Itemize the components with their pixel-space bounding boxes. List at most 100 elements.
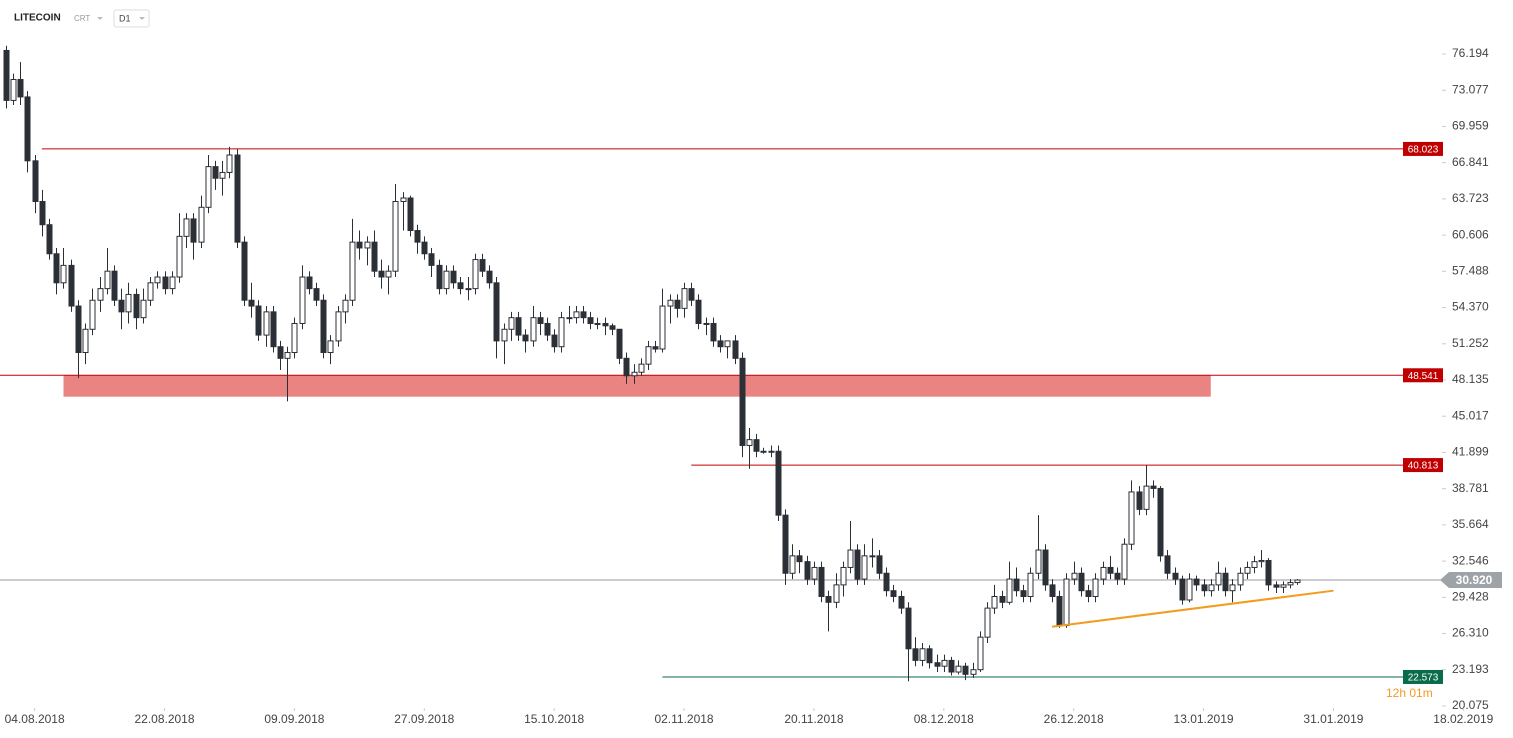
candle-body	[407, 197, 414, 232]
candle-body	[118, 299, 125, 313]
candle-body	[1273, 584, 1280, 588]
timeframe-box[interactable]	[113, 9, 150, 28]
candle-body	[205, 166, 212, 208]
candle-body	[760, 450, 767, 453]
candle-body	[1294, 579, 1301, 584]
candle-body	[133, 293, 140, 319]
candle-body	[248, 299, 255, 307]
candle-body	[1035, 549, 1042, 574]
x-tick-label: 26.12.2018	[1044, 712, 1104, 726]
candle-body	[782, 514, 789, 574]
current-price-box	[1440, 572, 1502, 589]
candle-body	[10, 78, 17, 101]
y-tick-label: 48.135	[1452, 372, 1489, 386]
x-tick-label: 08.12.2018	[914, 712, 974, 726]
candle-body	[1027, 572, 1034, 597]
candle-body	[602, 322, 609, 327]
candle-body	[991, 595, 998, 609]
candle-body	[912, 648, 919, 661]
y-tick-label: 38.781	[1452, 481, 1489, 495]
candle-body	[573, 311, 580, 319]
candle-body	[385, 270, 392, 278]
x-tick-label: 27.09.2018	[394, 712, 454, 726]
candle-body	[638, 363, 645, 373]
candle-body	[428, 253, 435, 266]
candle-body	[710, 322, 717, 342]
candle-body	[717, 340, 724, 348]
candle-body	[825, 595, 832, 603]
candle-body	[789, 555, 796, 574]
candle-body	[1128, 491, 1135, 545]
candle-body	[1056, 595, 1063, 627]
candle-body	[659, 305, 666, 350]
candle-body	[587, 317, 594, 324]
current-price-label: 30.920	[1456, 573, 1493, 587]
y-tick-label: 69.959	[1452, 119, 1489, 133]
candle-body	[609, 325, 616, 330]
candle-body	[320, 299, 327, 354]
candle-body	[270, 311, 277, 348]
countdown: 12h 01m	[1386, 686, 1433, 700]
x-tick-label: 02.11.2018	[654, 712, 713, 726]
candle-body	[1164, 555, 1171, 574]
candle-body	[125, 293, 132, 313]
source[interactable]: CRT	[74, 14, 90, 23]
candle-body	[1244, 566, 1251, 574]
candle-body	[551, 334, 558, 348]
candle-body	[226, 154, 233, 173]
candle-body	[1208, 584, 1215, 592]
y-tick-label: 73.077	[1452, 82, 1489, 96]
candle-body	[1280, 584, 1287, 588]
candle-body	[840, 566, 847, 586]
candle-body	[796, 555, 803, 563]
candle-body	[962, 665, 969, 675]
candle-body	[1215, 572, 1222, 586]
candle-body	[508, 317, 515, 330]
candle-body	[1201, 584, 1208, 592]
candle-body	[861, 555, 868, 580]
candle-body	[688, 288, 695, 301]
level-label-box	[1403, 669, 1443, 684]
level-label: 40.813	[1408, 461, 1439, 472]
candle-body	[876, 555, 883, 574]
candle-body	[1006, 578, 1013, 603]
candle-body	[1287, 582, 1294, 586]
timeframe: D1	[119, 13, 131, 23]
trendline	[1051, 589, 1334, 628]
candle-body	[847, 549, 854, 568]
candle-body	[898, 595, 905, 609]
candle-body	[674, 299, 681, 309]
y-tick-label: 41.899	[1452, 445, 1489, 459]
y-tick-label: 26.310	[1452, 626, 1489, 640]
candle-body	[1150, 485, 1157, 489]
candle-body	[1092, 578, 1099, 597]
x-tick-label: 09.09.2018	[264, 712, 324, 726]
candle-body	[1042, 549, 1049, 586]
x-tick-label: 15.10.2018	[524, 712, 584, 726]
symbol: LITECOIN	[14, 13, 61, 24]
candle-body	[1085, 590, 1092, 597]
candle-body	[948, 659, 955, 673]
candle-body	[804, 561, 811, 580]
candle-body	[147, 282, 154, 301]
dropdown-arrow	[97, 17, 103, 20]
candle-body	[349, 241, 356, 301]
candle-body	[594, 322, 601, 325]
candle-body	[82, 328, 89, 354]
level-label-box	[1403, 368, 1443, 383]
candle-body	[479, 259, 486, 272]
x-tick-label: 31.01.2019	[1303, 712, 1363, 726]
candle-body	[486, 270, 493, 284]
candle-body	[890, 590, 897, 597]
candle-body	[811, 566, 818, 580]
y-tick-label: 51.252	[1452, 336, 1489, 350]
candle-body	[1107, 566, 1114, 574]
candle-body	[53, 253, 60, 284]
candle-body	[291, 322, 298, 354]
candle-body	[183, 218, 190, 237]
candle-body	[623, 357, 630, 377]
candle-body	[97, 288, 104, 301]
candle-body	[1013, 578, 1020, 592]
level-label: 68.023	[1408, 145, 1439, 156]
